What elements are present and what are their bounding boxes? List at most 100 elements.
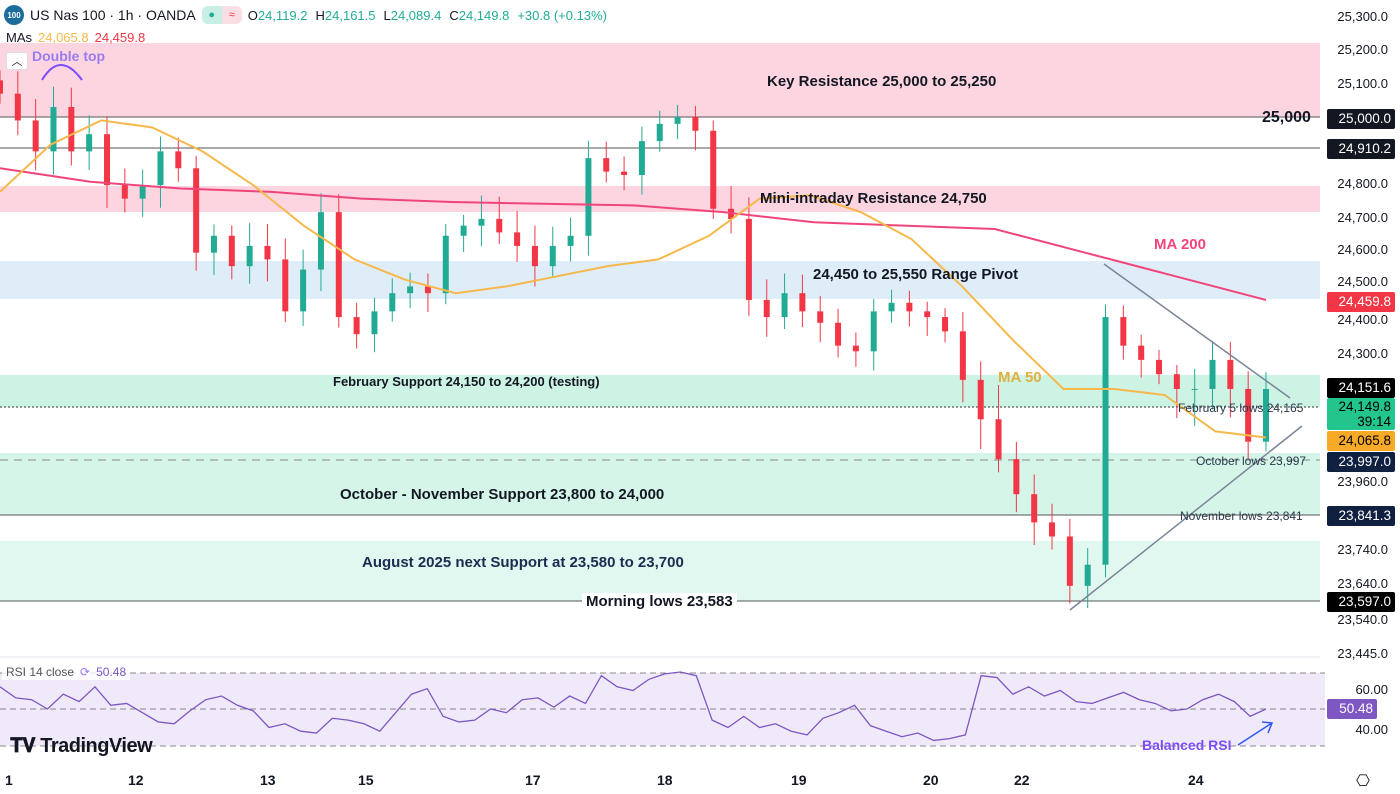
ma50-label: MA 50	[998, 369, 1042, 386]
candle	[852, 345, 859, 352]
date-label: 17	[525, 772, 541, 788]
date-label: 12	[128, 772, 144, 788]
price-tag-ma50: 24,065.8	[1327, 431, 1395, 451]
triangle-upper-line	[1103, 263, 1291, 399]
candle	[103, 134, 110, 186]
candle	[514, 232, 521, 246]
candle	[1173, 374, 1180, 389]
candle	[942, 317, 949, 332]
candle	[300, 269, 307, 312]
nov-lows-label: November lows 23,841	[1180, 509, 1303, 523]
price-tag-t23997: 23,997.0	[1327, 452, 1395, 472]
candle	[781, 293, 788, 318]
price-tag-t23841: 23,841.3	[1327, 506, 1395, 526]
ma-legend[interactable]: MAs 24,065.8 24,459.8	[6, 30, 146, 45]
key-resistance-label: Key Resistance 25,000 to 25,250	[767, 73, 997, 90]
symbol-title[interactable]: US Nas 100 · 1h · OANDA	[30, 7, 196, 23]
candle	[389, 293, 396, 312]
candle	[335, 212, 342, 318]
candle	[817, 311, 824, 323]
candle	[424, 286, 431, 294]
ma200-label: MA 200	[1154, 236, 1206, 253]
candle	[442, 235, 449, 294]
rsi-legend[interactable]: RSI 14 close ⟳ 50.48	[2, 664, 131, 680]
price-axis-label: 24,500.0	[1337, 274, 1388, 289]
last-price: 24,149.8	[1338, 399, 1391, 414]
ohlc-values: O24,119.2 H24,161.5 L24,089.4 C24,149.8 …	[247, 7, 607, 23]
date-label: 13	[260, 772, 276, 788]
status-pill[interactable]: ● ≈	[201, 6, 242, 24]
candle	[835, 322, 842, 346]
price-axis-label: 23,960.0	[1337, 474, 1388, 489]
range-pivot-zone	[0, 261, 1320, 299]
candle	[1013, 459, 1020, 495]
date-label: 24	[1188, 772, 1204, 788]
candle	[603, 158, 610, 172]
feb-support-label: February Support 24,150 to 24,200 (testi…	[333, 374, 600, 389]
candle	[32, 120, 39, 152]
candle	[371, 311, 378, 335]
rsi-settings-icon[interactable]: ⟳	[80, 665, 91, 679]
price-axis-label: 25,300.0	[1337, 9, 1388, 24]
candle	[1227, 359, 1234, 389]
candle	[656, 123, 663, 142]
candle	[674, 117, 681, 124]
candle	[1138, 345, 1145, 360]
tradingview-watermark: 𝐓𝐕 TradingView	[10, 735, 153, 757]
candle	[86, 134, 93, 152]
candle	[68, 107, 75, 152]
candle	[995, 419, 1002, 460]
candle	[906, 302, 913, 312]
rsi-line	[0, 671, 1267, 742]
price-axis-label: 25,100.0	[1337, 76, 1388, 91]
date-label: 22	[1014, 772, 1030, 788]
double-top-arc	[41, 64, 83, 81]
candle	[228, 235, 235, 267]
mini-resistance-label: Mini-intraday Resistance 24,750	[760, 190, 987, 207]
candle	[870, 311, 877, 352]
candle	[1263, 388, 1269, 442]
candle	[407, 286, 414, 294]
price-axis-label: 24,600.0	[1337, 242, 1388, 257]
candle	[745, 218, 752, 300]
price-axis-label: 24,400.0	[1337, 312, 1388, 327]
change: +30.8 (+0.13%)	[517, 7, 607, 23]
candle	[121, 185, 128, 199]
oct-nov-support-zone	[0, 453, 1320, 515]
price-axis-label: 23,740.0	[1337, 542, 1388, 557]
balanced-rsi-label: Balanced RSI	[1142, 737, 1232, 753]
tradingview-logo-icon: 𝐓𝐕	[10, 735, 41, 757]
date-label: 15	[358, 772, 374, 788]
candle	[710, 130, 717, 209]
candle	[50, 107, 57, 152]
pivot-label: 24,450 to 25,550 Range Pivot	[813, 266, 1019, 283]
balanced-rsi-arrow	[1237, 721, 1274, 746]
price-axis-label: 24,800.0	[1337, 176, 1388, 191]
candle	[139, 185, 146, 199]
candle	[567, 235, 574, 246]
price-axis-label: 23,445.0	[1337, 646, 1388, 661]
morning-lows-label: Morning lows 23,583	[582, 593, 737, 610]
candle	[282, 259, 289, 312]
candle	[1156, 359, 1163, 375]
oct-nov-support-label: October - November Support 23,800 to 24,…	[340, 486, 665, 503]
candle	[888, 302, 895, 312]
candle	[478, 218, 485, 226]
candle	[460, 225, 467, 236]
triangle-lower-line	[1069, 425, 1303, 611]
candle	[549, 245, 556, 267]
double-top-label: Double top	[32, 48, 106, 64]
candle	[317, 212, 324, 270]
collapse-legend-button[interactable]: ︿	[6, 52, 28, 70]
oct-lows-label: October lows 23,997	[1196, 454, 1307, 468]
settings-icon[interactable]: ⎔	[1356, 773, 1370, 790]
candle	[14, 93, 21, 121]
candle	[1102, 317, 1109, 565]
candle	[763, 299, 770, 318]
price-tag-t24151: 24,151.6	[1327, 378, 1395, 398]
candle	[621, 171, 628, 176]
candle	[210, 235, 217, 253]
candle	[246, 245, 253, 267]
candle	[1245, 388, 1252, 442]
